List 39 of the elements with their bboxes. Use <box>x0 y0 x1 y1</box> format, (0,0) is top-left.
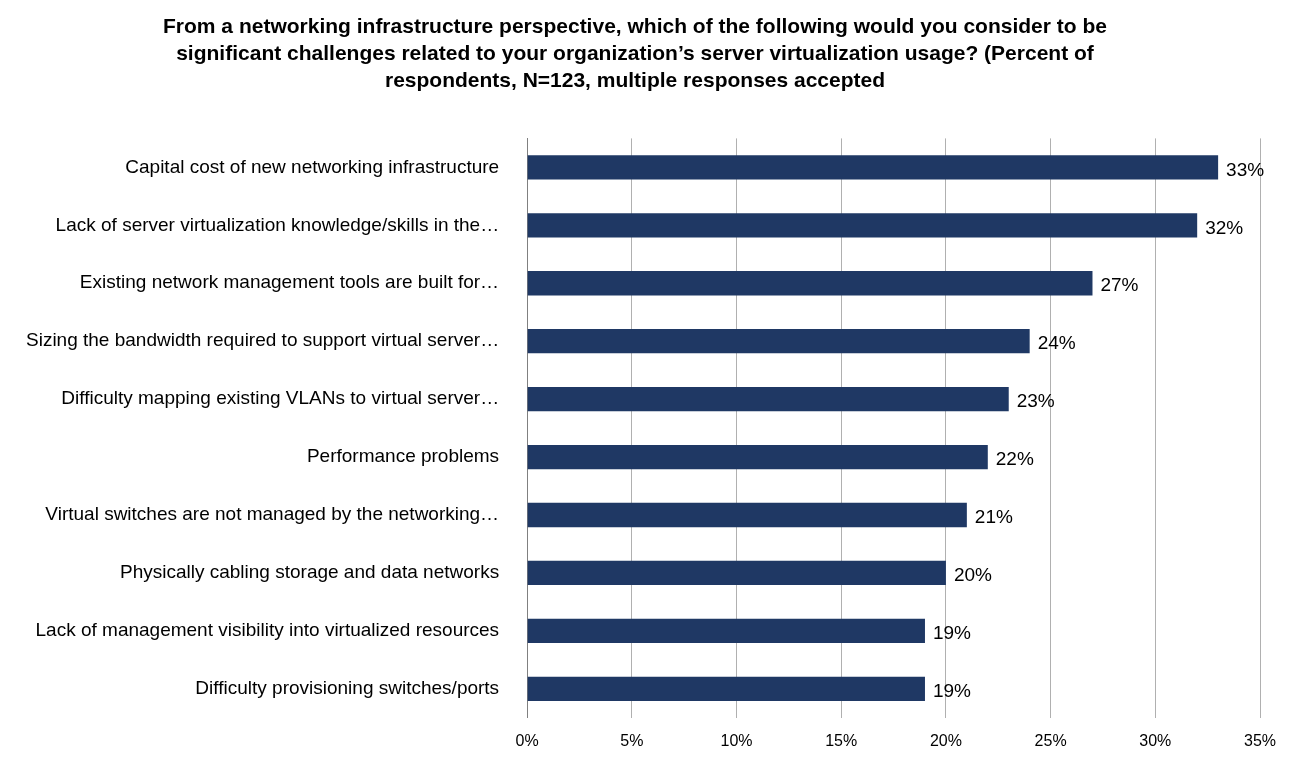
bar <box>527 444 988 470</box>
data-label: 24% <box>1037 332 1076 354</box>
chart-title: From a networking infrastructure perspective, which of the following would you consider to be significant challenges related to your organization’s server virtualization usage? (Percent of respondents, N=123, multiple responses accepted <box>162 13 1108 93</box>
bar <box>527 271 1093 296</box>
x-tick-label: 15% <box>825 731 858 749</box>
y-tick-label: Sizing the bandwidth required to support virtual server… <box>25 329 500 351</box>
y-tick-label: Existing network management tools are built for… <box>79 271 500 293</box>
y-tick-label: Capital cost of new networking infrastructure <box>125 155 500 177</box>
data-label: 19% <box>932 680 972 702</box>
bar <box>527 502 967 528</box>
y-tick-label: Lack of management visibility into virtualized resources <box>35 619 500 641</box>
y-tick-label: Lack of server virtualization knowledge/skills in the… <box>55 213 500 235</box>
bar <box>527 676 925 701</box>
data-label: 27% <box>1100 274 1139 296</box>
bar <box>527 155 1219 180</box>
x-tick-label: 5% <box>620 731 644 749</box>
data-label: 21% <box>974 506 1013 528</box>
x-tick-label: 0% <box>515 731 539 749</box>
x-tick-label: 30% <box>1139 731 1172 749</box>
bar <box>527 618 925 644</box>
bar <box>527 329 1030 354</box>
x-tick-label: 20% <box>929 731 962 749</box>
x-tick-label: 10% <box>720 731 753 749</box>
bar <box>527 213 1198 238</box>
x-tick-label: 25% <box>1034 731 1067 749</box>
data-label: 20% <box>953 564 993 586</box>
bar <box>527 386 1009 412</box>
data-label: 33% <box>1226 158 1265 180</box>
data-label: 22% <box>995 448 1034 470</box>
y-tick-label: Virtual switches are not managed by the networking… <box>45 503 500 525</box>
bar <box>527 560 946 586</box>
data-label: 23% <box>1016 390 1055 412</box>
data-label: 32% <box>1205 216 1244 238</box>
y-tick-label: Performance problems <box>306 445 500 467</box>
x-tick-label: 35% <box>1243 731 1277 749</box>
y-tick-label: Physically cabling storage and data networks <box>119 561 500 583</box>
y-tick-label: Difficulty provisioning switches/ports <box>195 677 500 699</box>
y-tick-label: Difficulty mapping existing VLANs to virtual server… <box>61 387 500 409</box>
data-label: 19% <box>932 622 972 644</box>
